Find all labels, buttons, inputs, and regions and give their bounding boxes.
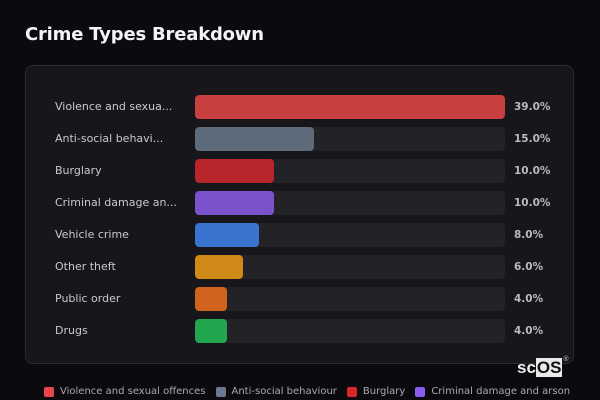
bar-row: Criminal damage an... 10.0% bbox=[26, 191, 573, 215]
scos-logo: scOS ® bbox=[517, 356, 568, 378]
bar-percentage: 39.0% bbox=[514, 101, 551, 113]
legend-swatch-icon bbox=[415, 386, 426, 397]
bar-label: Violence and sexua... bbox=[55, 100, 173, 113]
chart-panel: Violence and sexua... 39.0% Anti-social be… bbox=[25, 65, 574, 364]
legend-label: Criminal damage and arson bbox=[431, 386, 571, 397]
logo-sc: sc bbox=[517, 358, 536, 377]
bar-label: Vehicle crime bbox=[55, 228, 129, 241]
chart-legend: Violence and sexual offences Anti-social … bbox=[44, 386, 570, 397]
legend-label: Violence and sexual offences bbox=[60, 386, 206, 397]
bar-fill bbox=[195, 95, 505, 119]
legend-item[interactable]: Anti-social behaviour bbox=[215, 386, 337, 397]
bar-track bbox=[195, 191, 505, 215]
bar-fill bbox=[195, 319, 227, 343]
bar-fill bbox=[195, 191, 275, 215]
bar-label: Anti-social behavi... bbox=[55, 132, 164, 145]
bar-track bbox=[195, 223, 505, 247]
registered-mark: ® bbox=[563, 356, 569, 363]
legend-item[interactable]: Criminal damage and arson bbox=[415, 386, 570, 397]
bar-track bbox=[195, 95, 505, 119]
bar-label: Other theft bbox=[55, 260, 116, 273]
bar-percentage: 15.0% bbox=[514, 133, 551, 145]
bar-percentage: 4.0% bbox=[514, 293, 544, 305]
bar-fill bbox=[195, 255, 243, 279]
bar-row: Violence and sexua... 39.0% bbox=[26, 95, 573, 119]
legend-label: Burglary bbox=[362, 386, 406, 397]
bar-track bbox=[195, 319, 505, 343]
legend-item[interactable]: Burglary bbox=[346, 386, 406, 397]
bar-label: Drugs bbox=[55, 324, 88, 337]
legend-swatch-icon bbox=[215, 386, 226, 397]
bar-fill bbox=[195, 287, 227, 311]
bar-row: Other theft 6.0% bbox=[26, 255, 573, 279]
bar-label: Criminal damage an... bbox=[55, 196, 177, 209]
legend-swatch-icon bbox=[346, 386, 357, 397]
legend-label: Anti-social behaviour bbox=[231, 386, 337, 397]
legend-swatch-icon bbox=[44, 386, 54, 397]
bar-track bbox=[195, 287, 505, 311]
bar-track bbox=[195, 127, 505, 151]
bar-row: Drugs 4.0% bbox=[26, 319, 573, 343]
bar-row: Vehicle crime 8.0% bbox=[26, 223, 573, 247]
bar-percentage: 4.0% bbox=[514, 325, 544, 337]
bar-row: Burglary 10.0% bbox=[26, 159, 573, 183]
bar-percentage: 6.0% bbox=[514, 261, 544, 273]
bar-row: Public order 4.0% bbox=[26, 287, 573, 311]
bar-fill bbox=[195, 223, 259, 247]
bar-track bbox=[195, 159, 505, 183]
bar-percentage: 8.0% bbox=[514, 229, 544, 241]
legend-item[interactable]: Violence and sexual offences bbox=[44, 386, 206, 397]
bar-label: Public order bbox=[55, 292, 121, 305]
bar-fill bbox=[195, 159, 275, 183]
bar-percentage: 10.0% bbox=[514, 197, 551, 209]
logo-os: OS bbox=[535, 358, 563, 377]
bar-fill bbox=[195, 127, 315, 151]
bar-label: Burglary bbox=[55, 164, 102, 177]
bar-row: Anti-social behavi... 15.0% bbox=[26, 127, 573, 151]
chart-title: Crime Types Breakdown bbox=[25, 24, 264, 45]
bar-track bbox=[195, 255, 505, 279]
bar-percentage: 10.0% bbox=[514, 165, 551, 177]
